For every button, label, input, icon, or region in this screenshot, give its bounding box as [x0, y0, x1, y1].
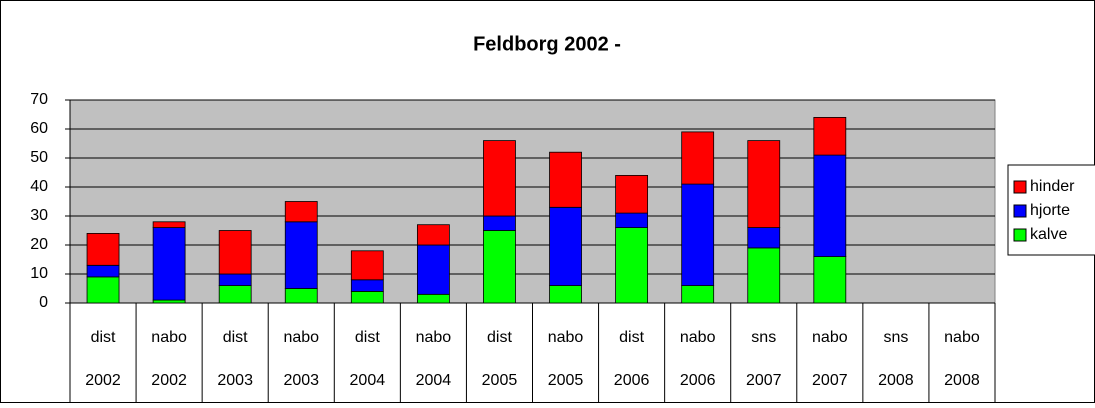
bar-segment: [350, 290, 384, 304]
x-group-label: 2007: [812, 372, 848, 389]
bar-segment: [615, 227, 649, 304]
x-group-label: 2008: [878, 372, 914, 389]
bar-segment: [549, 285, 582, 304]
bar-segment: [416, 224, 450, 246]
bar-segment: [152, 227, 186, 301]
bar-segment: [416, 244, 450, 295]
chart-title: Feldborg 2002 -: [473, 33, 621, 55]
x-group-label: 2004: [350, 372, 386, 389]
x-tick-label: dist: [619, 329, 644, 346]
legend-swatch: [1013, 204, 1027, 218]
bar-segment: [813, 154, 847, 258]
x-tick-label: nabo: [812, 329, 848, 346]
bar-segment: [350, 250, 384, 281]
bar-segment: [416, 293, 450, 304]
bar-segment: [747, 140, 781, 229]
y-tick-label: 20: [30, 236, 48, 253]
x-group-label: 2003: [283, 372, 319, 389]
y-tick-label: 70: [30, 91, 48, 108]
bar-segment: [284, 201, 318, 223]
bar-segment: [483, 140, 516, 217]
x-tick-label: nabo: [548, 329, 584, 346]
bar-segment: [681, 131, 715, 185]
bar-segment: [350, 279, 384, 292]
bar-segment: [152, 299, 186, 304]
bar-segment: [681, 285, 715, 304]
legend-swatch: [1013, 180, 1027, 194]
bar-segment: [86, 232, 120, 266]
y-tick-label: 40: [30, 178, 48, 195]
bar-segment: [284, 221, 318, 289]
bar-segment: [813, 256, 847, 304]
x-group-label: 2002: [151, 372, 187, 389]
x-tick-label: nabo: [151, 329, 187, 346]
x-tick-label: nabo: [416, 329, 452, 346]
x-tick-label: nabo: [944, 329, 980, 346]
bar-segment: [152, 221, 186, 229]
x-group-label: 2008: [944, 372, 980, 389]
bar-segment: [747, 247, 781, 304]
bar-segment: [483, 230, 516, 304]
legend-label: kalve: [1030, 226, 1067, 243]
x-group-label: 2007: [746, 372, 782, 389]
x-group-label: 2005: [482, 372, 518, 389]
bar-segment: [813, 117, 847, 156]
x-tick-label: dist: [355, 329, 380, 346]
bar-segment: [615, 212, 649, 229]
x-group-label: 2006: [680, 372, 716, 389]
x-tick-label: dist: [91, 329, 116, 346]
x-tick-label: sns: [751, 329, 776, 346]
bar-segment: [218, 285, 252, 304]
legend-swatch: [1013, 228, 1027, 242]
legend-label: hjorte: [1030, 202, 1070, 219]
y-tick-label: 0: [39, 294, 48, 311]
bar-segment: [86, 264, 120, 278]
legend-label: hinder: [1030, 178, 1075, 195]
y-tick-label: 50: [30, 149, 48, 166]
x-tick-label: dist: [223, 329, 248, 346]
x-tick-label: nabo: [680, 329, 716, 346]
x-group-label: 2006: [614, 372, 650, 389]
y-tick-label: 30: [30, 207, 48, 224]
x-tick-label: dist: [487, 329, 512, 346]
plot-area: [69, 99, 996, 304]
bar-segment: [747, 227, 781, 249]
bar-segment: [549, 151, 582, 208]
bar-segment: [615, 174, 649, 214]
x-tick-label: nabo: [283, 329, 319, 346]
bar-segment: [483, 215, 516, 231]
y-tick-label: 60: [30, 120, 48, 137]
x-group-label: 2004: [416, 372, 452, 389]
x-group-label: 2003: [217, 372, 253, 389]
y-tick-label: 10: [30, 265, 48, 282]
x-group-label: 2005: [548, 372, 584, 389]
bar-segment: [549, 206, 582, 287]
bar-segment: [86, 276, 120, 304]
x-tick-label: sns: [883, 329, 908, 346]
bar-segment: [218, 273, 252, 287]
bar-segment: [681, 183, 715, 287]
bar-segment: [284, 288, 318, 304]
x-group-label: 2002: [85, 372, 121, 389]
bar-segment: [218, 230, 252, 275]
